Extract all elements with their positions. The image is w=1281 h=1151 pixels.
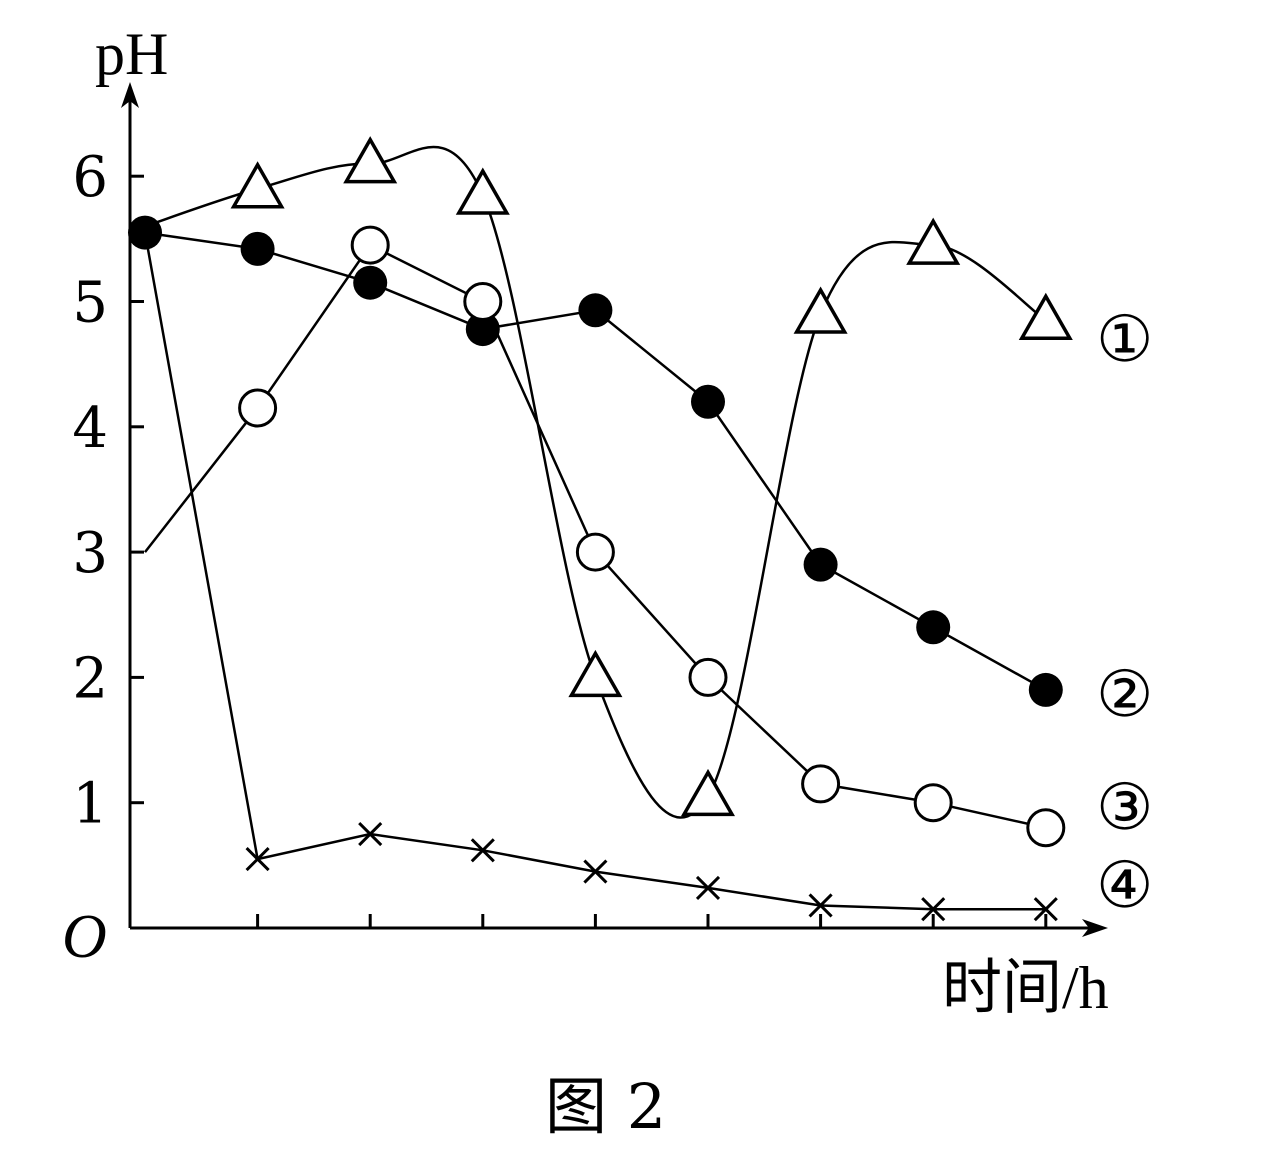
origin-label: O (62, 903, 107, 971)
y-tick-label: 3 (72, 521, 108, 586)
series-2-point (578, 293, 613, 328)
series-4-point (583, 859, 608, 884)
ticks: 1 2 3 4 5 6 (72, 145, 1048, 928)
series-2-point (1028, 672, 1063, 707)
series-4-point (358, 821, 383, 847)
series-1-point (793, 286, 848, 334)
y-tick-label: 4 (72, 396, 108, 461)
series-1-point (230, 161, 285, 209)
series-1-point (1018, 292, 1073, 341)
series-1-label: ① (1096, 303, 1153, 377)
series-3-point (913, 783, 953, 823)
y-tick-label: 5 (72, 271, 108, 336)
series-4-point (1033, 897, 1058, 922)
series-3-point (688, 657, 728, 697)
series-2-point (465, 312, 500, 347)
series-1-point (906, 217, 961, 265)
series-3-point (801, 764, 841, 804)
series-2-point (353, 265, 388, 300)
y-axis-title: pH (95, 21, 168, 87)
series-3-point (238, 388, 278, 428)
series-3-point (575, 532, 615, 572)
series-2-point (128, 215, 162, 250)
series-3-point (463, 282, 503, 321)
series-4-point (245, 847, 270, 872)
series-2-point (803, 547, 838, 582)
series-2-label: ② (1096, 658, 1153, 732)
series-3-label: ③ (1096, 771, 1153, 845)
y-tick-label: 2 (72, 646, 108, 711)
series-3-point (350, 225, 390, 265)
series-labels: ① ② ③④ (1096, 303, 1153, 923)
x-axis-title: 时间/h (942, 955, 1109, 1021)
series-1-line (144, 145, 1047, 819)
y-tick-label: 1 (72, 772, 108, 837)
series-4-point (695, 875, 721, 900)
series-2-point (240, 231, 275, 266)
series-3-point (1026, 808, 1066, 848)
series-4-label: ④ (1096, 849, 1153, 923)
series-1-point (568, 649, 623, 698)
series-4-point (470, 838, 495, 863)
series-1-point (343, 136, 398, 184)
y-tick-label: 6 (72, 145, 108, 210)
series-4-point (808, 893, 833, 918)
figure-caption: 图 2 (545, 1070, 666, 1143)
y-axis-arrow (121, 82, 139, 108)
series-2-point (691, 384, 725, 419)
series-markers (128, 136, 1073, 922)
series-4-point (921, 897, 946, 922)
x-axis-arrow (1082, 919, 1108, 937)
series-1-point (680, 768, 736, 817)
series-1-point (455, 167, 510, 215)
series-2-point (916, 610, 951, 645)
